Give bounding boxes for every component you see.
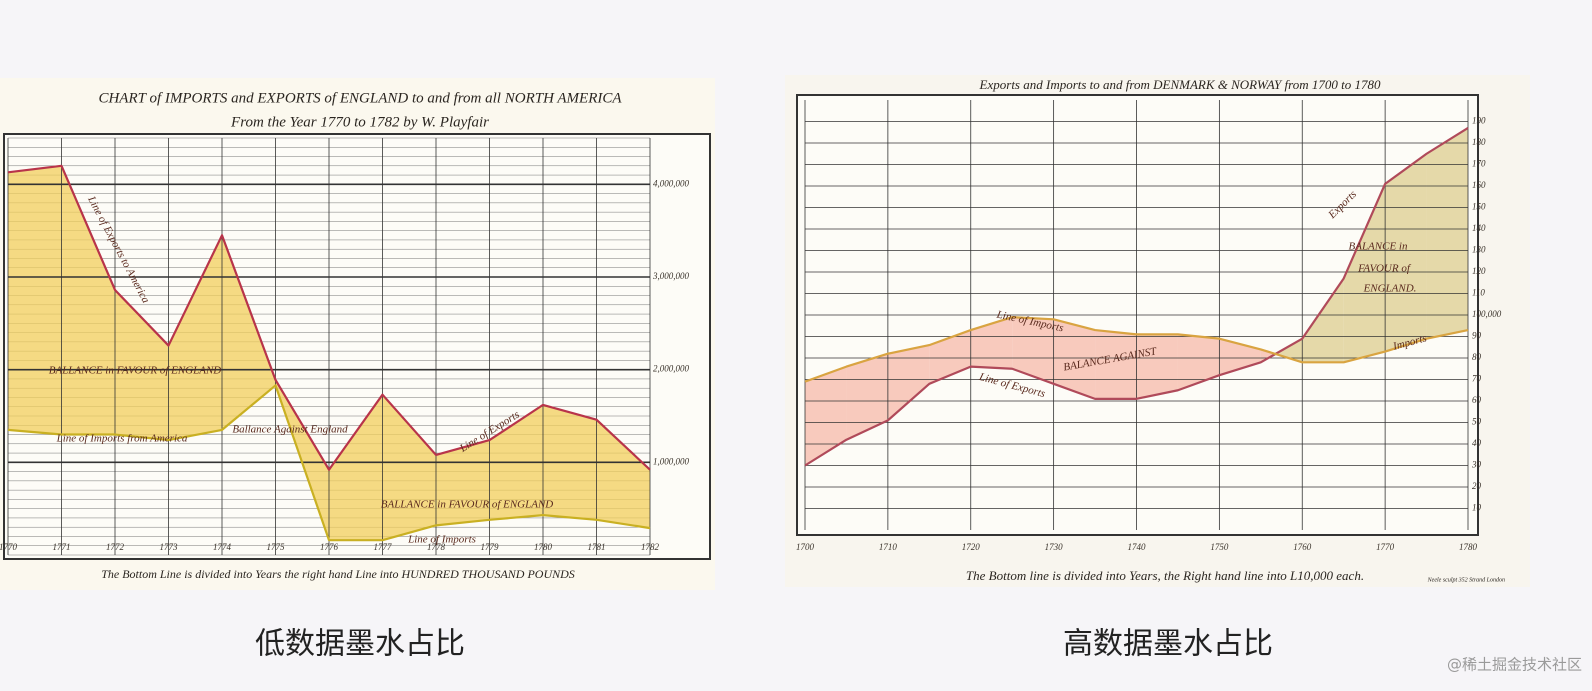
x-tick-label: 1775: [267, 542, 286, 552]
x-tick-label: 1774: [213, 542, 232, 552]
series-line: [804, 316, 1469, 383]
y-tick-label: 140: [1472, 223, 1486, 233]
y-tick-label: 90: [1472, 331, 1482, 341]
balance-area: [1136, 334, 1178, 399]
balance-area: [1302, 278, 1344, 363]
y-tick-label: 160: [1472, 180, 1486, 190]
balance-area: [1426, 127, 1468, 339]
x-tick-label: 1770: [0, 542, 18, 552]
balance-area: [805, 366, 847, 466]
series-line: [7, 164, 651, 471]
balance-area: [222, 235, 276, 430]
balance-area: [329, 394, 383, 541]
balance-area: [1177, 334, 1220, 391]
chart-footer: The Bottom Line is divided into Years th…: [101, 567, 575, 581]
y-tick-label: 170: [1472, 159, 1486, 169]
chart-credit: Neele sculpt 352 Strand London: [1427, 577, 1505, 583]
annotation: Ballance Against England: [232, 424, 348, 436]
balance-area: [887, 345, 930, 421]
balance-area: [1012, 317, 1054, 384]
balance-area: [115, 289, 169, 441]
y-tick-label: 190: [1472, 116, 1486, 126]
balance-area: [61, 165, 115, 435]
chart: 1,000,000 2,000,000 3,000,000 4,000,000 1770…: [0, 78, 715, 590]
x-tick-label: 1779: [481, 542, 500, 552]
y-tick-label: 100,000: [1472, 309, 1502, 319]
balance-area: [8, 165, 62, 435]
balance-area: [1343, 183, 1386, 363]
y-tick-label: 150: [1472, 202, 1486, 212]
balance-area: [168, 235, 222, 441]
balance-area: [1095, 330, 1137, 399]
x-tick-label: 1710: [879, 542, 898, 552]
chart-footer: The Bottom line is divided into Years, t…: [966, 568, 1364, 583]
chart-subtitle: From the Year 1770 to 1782 by W. Playfai…: [230, 114, 489, 130]
y-tick-label: 50: [1472, 417, 1482, 427]
balance-area: [1385, 153, 1427, 352]
y-tick-label: 3,000,000: [652, 271, 690, 281]
y-tick-label: 2,000,000: [653, 364, 690, 374]
x-tick-label: 1772: [106, 542, 125, 552]
annotation: ENGLAND.: [1363, 283, 1417, 295]
annotation: BALLANCE in FAVOUR of ENGLAND: [49, 365, 222, 377]
x-tick-label: 1760: [1293, 542, 1312, 552]
balance-area: [1053, 319, 1096, 399]
chart-title: Exports and Imports to and from DENMARK …: [979, 77, 1381, 92]
chart-title: CHART of IMPORTS and EXPORTS of ENGLAND …: [98, 90, 622, 106]
x-tick-label: 1720: [962, 542, 981, 552]
balance-area: [970, 317, 1013, 369]
y-tick-label: 10: [1472, 503, 1482, 513]
x-tick-label: 1730: [1045, 542, 1064, 552]
y-tick-label: 70: [1472, 374, 1482, 384]
y-tick-label: 30: [1471, 460, 1482, 470]
x-tick-label: 1773: [160, 542, 179, 552]
caption: 高数据墨水占比: [1063, 627, 1273, 662]
y-tick-label: 4,000,000: [653, 178, 690, 188]
y-tick-label: 60: [1472, 395, 1482, 405]
series-line: [7, 384, 651, 542]
y-tick-label: 120: [1472, 266, 1486, 276]
y-tick-label: 20: [1472, 481, 1482, 491]
y-tick-label: 80: [1472, 352, 1482, 362]
x-tick-label: 1782: [641, 542, 660, 552]
balance-area: [1275, 338, 1303, 363]
annotation: FAVOUR of: [1357, 263, 1412, 275]
x-tick-label: 1750: [1210, 542, 1229, 552]
y-tick-label: 130: [1472, 245, 1486, 255]
x-tick-label: 1777: [374, 542, 393, 552]
x-tick-label: 1780: [534, 542, 553, 552]
annotation: BALLANCE in FAVOUR of ENGLAND: [381, 499, 554, 511]
y-tick-label: 1,000,000: [653, 456, 690, 466]
x-tick-label: 1780: [1459, 542, 1478, 552]
balance-area: [436, 440, 490, 526]
chart: 10 20 30 40 50 60 70 80 90 100,000 110 120 130 140 150…: [785, 75, 1530, 587]
series-line: [804, 127, 1469, 467]
y-tick-label: 40: [1472, 438, 1482, 448]
y-tick-label: 110: [1472, 288, 1485, 298]
x-tick-label: 1771: [53, 542, 71, 552]
x-tick-label: 1778: [427, 542, 446, 552]
balance-area: [846, 353, 888, 440]
x-tick-label: 1740: [1128, 542, 1147, 552]
annotation: Line of Imports from America: [56, 433, 188, 445]
y-tick-label: 180: [1472, 137, 1486, 147]
watermark: @稀土掘金技术社区: [1447, 656, 1582, 674]
x-tick-label: 1781: [588, 542, 606, 552]
balance-area: [596, 419, 650, 529]
x-tick-label: 1770: [1376, 542, 1395, 552]
balance-area: [382, 394, 436, 541]
annotation: Line of Imports: [407, 534, 476, 546]
x-tick-label: 1776: [320, 542, 339, 552]
x-tick-label: 1700: [796, 542, 815, 552]
annotation: BALANCE in: [1349, 241, 1408, 253]
caption: 低数据墨水占比: [255, 627, 465, 662]
